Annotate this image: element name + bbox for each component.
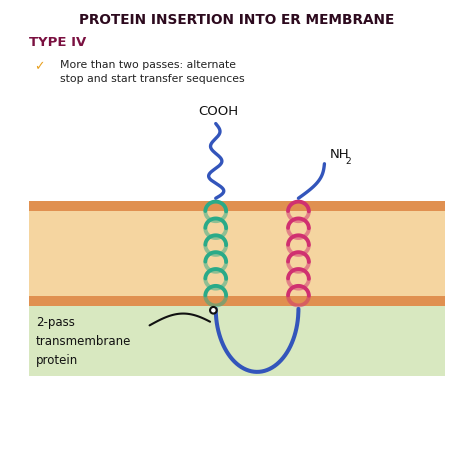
Bar xyxy=(29,296,445,307)
Text: COOH: COOH xyxy=(198,105,238,118)
Bar xyxy=(29,201,445,211)
Text: 2: 2 xyxy=(346,157,351,166)
Text: TYPE IV: TYPE IV xyxy=(29,36,86,49)
Text: NH: NH xyxy=(330,148,350,161)
Bar xyxy=(29,307,445,376)
Text: More than two passes: alternate
stop and start transfer sequences: More than two passes: alternate stop and… xyxy=(60,60,245,84)
Text: ✓: ✓ xyxy=(34,60,44,73)
Bar xyxy=(29,211,445,307)
Text: 2-pass
transmembrane
protein: 2-pass transmembrane protein xyxy=(36,316,131,367)
Circle shape xyxy=(210,307,217,314)
Text: PROTEIN INSERTION INTO ER MEMBRANE: PROTEIN INSERTION INTO ER MEMBRANE xyxy=(79,12,395,27)
